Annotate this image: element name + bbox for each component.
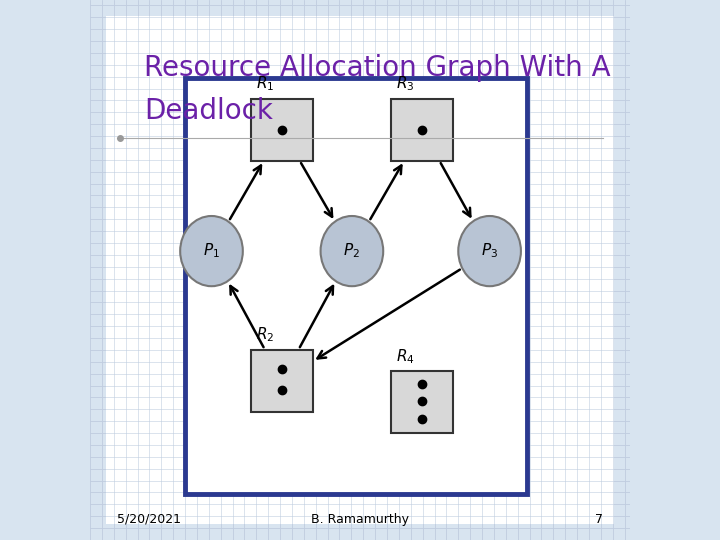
- Text: B. Ramamurthy: B. Ramamurthy: [311, 513, 409, 526]
- FancyBboxPatch shape: [107, 16, 613, 524]
- Text: $P_3$: $P_3$: [481, 242, 498, 260]
- Text: $R_1$: $R_1$: [256, 75, 274, 93]
- Text: Deadlock: Deadlock: [144, 97, 273, 125]
- Text: $R_3$: $R_3$: [397, 75, 415, 93]
- Text: $P_1$: $P_1$: [203, 242, 220, 260]
- Ellipse shape: [180, 216, 243, 286]
- Text: Resource Allocation Graph With A: Resource Allocation Graph With A: [144, 53, 611, 82]
- FancyBboxPatch shape: [184, 78, 528, 494]
- FancyBboxPatch shape: [391, 98, 453, 160]
- Text: $R_2$: $R_2$: [256, 326, 274, 345]
- Text: 7: 7: [595, 513, 603, 526]
- FancyBboxPatch shape: [251, 98, 312, 160]
- FancyBboxPatch shape: [391, 372, 453, 433]
- Text: $P_2$: $P_2$: [343, 242, 360, 260]
- Text: 5/20/2021: 5/20/2021: [117, 513, 181, 526]
- Ellipse shape: [458, 216, 521, 286]
- Ellipse shape: [320, 216, 383, 286]
- FancyBboxPatch shape: [251, 350, 312, 411]
- Text: $R_4$: $R_4$: [397, 347, 415, 366]
